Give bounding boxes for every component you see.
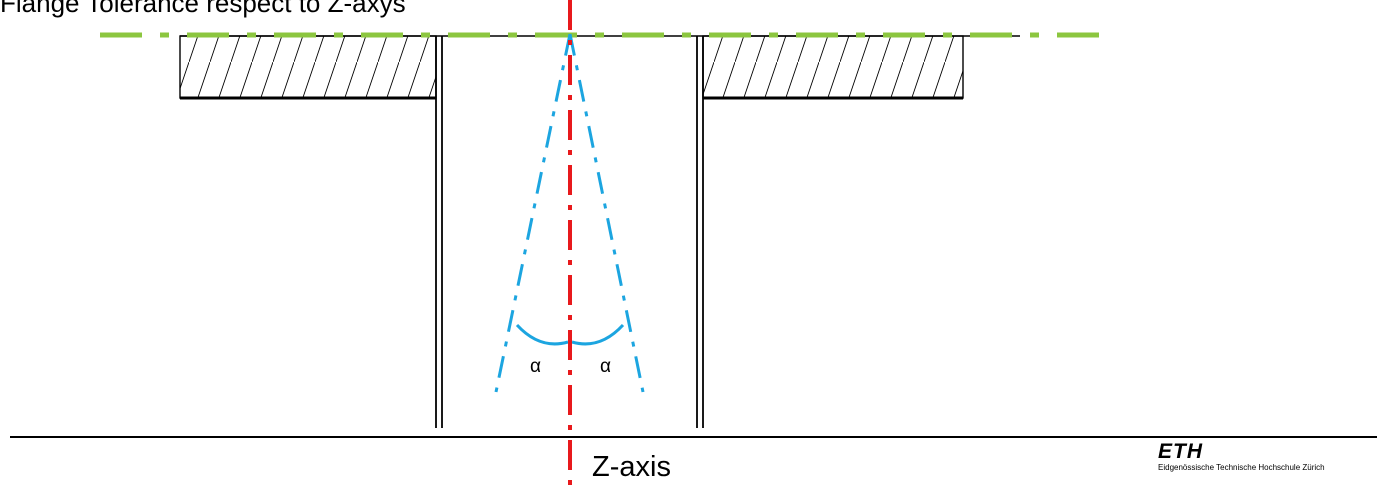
angle-arc-right — [571, 323, 625, 346]
z-axis-label: Z-axis — [592, 451, 671, 483]
right-tube-wall — [696, 36, 704, 428]
angle-arc-left — [515, 323, 569, 346]
right-flange — [702, 35, 964, 100]
diagram-title: Flange Tolerance respect to Z-axys — [0, 0, 406, 18]
tolerance-line-left — [494, 33, 572, 393]
tolerance-line-right — [568, 33, 645, 393]
eth-logo: ETH Eidgenössische Technische Hochschule… — [1158, 440, 1373, 474]
left-tube-wall — [435, 36, 443, 428]
eth-logo-mark: ETH — [1158, 440, 1203, 463]
angle-label-right: α — [600, 356, 611, 377]
left-flange — [179, 35, 437, 100]
eth-logo-subtitle: Eidgenössische Technische Hochschule Zür… — [1158, 463, 1325, 472]
angle-label-left: α — [530, 356, 541, 377]
